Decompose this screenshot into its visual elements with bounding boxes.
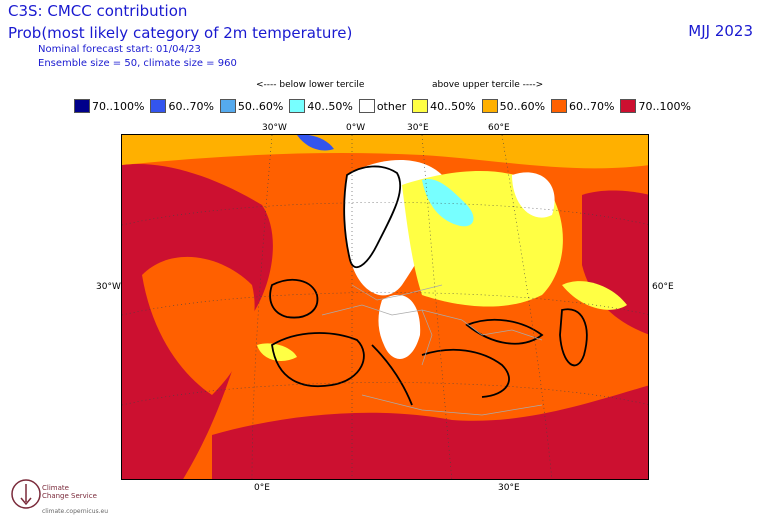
legend-above-label: above upper tercile ---->	[432, 80, 544, 90]
legend-label: 50..60%	[237, 99, 284, 113]
region-atlantic-inner	[142, 256, 255, 395]
legend-label: 40..50%	[307, 99, 353, 113]
logo-line2: Change Service	[42, 492, 97, 500]
axis-label-top: 30°W	[262, 123, 287, 133]
map-canvas	[122, 135, 648, 479]
graticule	[122, 135, 648, 479]
legend-label: 40..50%	[430, 99, 476, 113]
legend-swatch	[481, 99, 498, 113]
coastlines	[269, 165, 588, 406]
logo-url: climate.copernicus.eu	[42, 508, 109, 515]
legend-item: 70..100%	[620, 99, 691, 113]
logo-ring-icon	[11, 479, 41, 509]
region-north-africa	[212, 385, 648, 479]
legend-item: 40..50%	[412, 99, 476, 113]
legend-below-label: <---- below lower tercile	[256, 80, 365, 90]
legend-item: other	[358, 99, 407, 113]
axis-label-left: 30°W	[96, 282, 121, 292]
legend-swatch	[620, 99, 637, 113]
coast-uk	[269, 278, 319, 319]
legend-swatch	[358, 99, 375, 113]
forecast-map	[121, 134, 649, 480]
region-central-white	[378, 294, 421, 359]
region-east-white	[512, 172, 555, 218]
legend-label: 60..70%	[569, 99, 615, 113]
season-label: MJJ 2023	[688, 22, 753, 40]
legend-item: 50..60%	[481, 99, 546, 113]
legend-label: 60..70%	[168, 99, 214, 113]
legend-swatch	[74, 99, 90, 113]
legend-swatch	[289, 99, 306, 113]
region-black-sea-yellow	[562, 281, 627, 310]
region-finland	[422, 179, 474, 227]
legend-label: 70..100%	[92, 99, 145, 113]
forecast-start: Nominal forecast start: 01/04/23	[38, 44, 201, 55]
region-north-band	[122, 135, 648, 169]
map-subtitle: Prob(most likely category of 2m temperat…	[8, 24, 353, 42]
legend-label: other	[376, 99, 407, 113]
coast-caspian	[559, 308, 588, 367]
legend-item: 60..70%	[150, 99, 214, 113]
axis-label-right: 60°E	[652, 282, 674, 292]
coast-iberia	[271, 332, 365, 388]
region-iberia-yellow	[257, 343, 297, 361]
axis-label-bottom: 30°E	[498, 483, 520, 493]
logo-line1: Climate	[42, 484, 69, 492]
logo-thermometer-icon	[20, 484, 32, 506]
legend-label: 70..100%	[638, 99, 691, 113]
axis-label-top: 30°E	[407, 123, 429, 133]
legend-item: 60..70%	[551, 99, 614, 113]
legend-swatch	[412, 99, 429, 113]
ensemble-size: Ensemble size = 50, climate size = 960	[38, 58, 237, 69]
legend-swatch	[150, 99, 167, 113]
axis-label-top: 0°W	[346, 123, 366, 133]
coast-balkans	[421, 348, 510, 398]
logo-text: Climate Change Service	[42, 484, 97, 500]
legend-swatch	[551, 99, 568, 113]
legend-label: 50..60%	[499, 99, 546, 113]
legend-swatch	[219, 99, 236, 113]
region-blue-top	[297, 135, 334, 151]
coast-scandinavia	[343, 165, 402, 269]
coast-italy	[371, 344, 413, 406]
legend-item: 70..100%	[74, 99, 144, 113]
coast-black-sea	[465, 318, 544, 345]
copernicus-logo	[11, 479, 41, 509]
axis-label-top: 60°E	[488, 123, 510, 133]
axis-label-bottom: 0°E	[254, 483, 270, 493]
map-title: C3S: CMCC contribution	[8, 2, 188, 20]
legend: 70..100% 60..70% 50..60% 40..50% other 4…	[74, 99, 697, 113]
legend-item: 50..60%	[219, 99, 284, 113]
legend-item: 40..50%	[289, 99, 353, 113]
